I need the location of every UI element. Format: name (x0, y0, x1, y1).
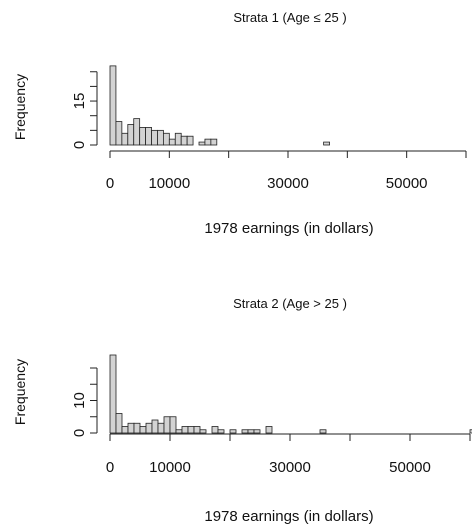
histogram-bar (121, 132, 129, 146)
histogram-bar (211, 426, 219, 434)
histogram-bar (115, 413, 123, 434)
histogram-bar (204, 138, 212, 146)
histogram-bar (168, 138, 176, 146)
x-tick-label: 0 (106, 175, 114, 192)
x-tick-label: 50000 (389, 459, 431, 476)
histogram-bar (109, 65, 117, 146)
x-tick-label: 10000 (149, 459, 191, 476)
histogram-bar (319, 429, 327, 434)
histogram-bar (253, 429, 261, 434)
panel-strata-1: Strata 1 (Age ≤ 25 ) Frequency 1978 earn… (12, 10, 467, 237)
y-tick-label: 15 (71, 93, 88, 110)
histogram-bar (127, 422, 135, 434)
histogram-bar (199, 429, 207, 434)
x-tick-label: 30000 (269, 459, 311, 476)
histogram-bar (193, 426, 201, 434)
histogram-bar (323, 141, 330, 146)
bars-group (109, 65, 330, 146)
panel-strata-2: Strata 2 (Age > 25 ) Frequency 1978 earn… (12, 296, 472, 525)
x-tick-label: 0 (106, 459, 114, 476)
histogram-bar (186, 135, 194, 146)
histogram-bar (163, 416, 171, 434)
y-tick-label: 10 (71, 392, 88, 409)
axes-group: 0 10000 30000 50000 0 15 (71, 71, 467, 192)
histogram-bar (133, 118, 141, 146)
histogram-bar (121, 426, 129, 434)
chart-title: Strata 2 (Age > 25 ) (233, 296, 347, 311)
histogram-bar (229, 429, 237, 434)
y-axis-label: Frequency (12, 74, 28, 140)
x-axis-label: 1978 earnings (in dollars) (204, 220, 373, 237)
y-tick-label: 0 (71, 429, 88, 437)
histogram-bar (109, 354, 117, 434)
histogram-bar (210, 138, 218, 146)
histogram-bar (151, 129, 158, 146)
histogram-bar (247, 429, 255, 434)
histogram-bar (145, 422, 153, 434)
histogram-bar (265, 426, 273, 434)
bars-group (109, 354, 472, 434)
histogram-bar (198, 141, 206, 146)
histogram-bar (127, 124, 135, 146)
histogram-bar (115, 121, 123, 146)
x-tick-label: 10000 (148, 175, 190, 192)
histogram-bar (174, 132, 182, 146)
histogram-bar (241, 429, 249, 434)
chart-title: Strata 1 (Age ≤ 25 ) (233, 10, 346, 25)
x-axis-label: 1978 earnings (in dollars) (204, 508, 373, 525)
y-axis-label: Frequency (12, 359, 28, 425)
histogram-bar (187, 426, 195, 434)
histogram-bar (175, 429, 183, 434)
histogram-bar (169, 416, 177, 434)
histogram-bar (217, 429, 225, 434)
histogram-bar (139, 426, 147, 434)
histogram-bar (469, 429, 472, 434)
histogram-bar (181, 426, 189, 434)
histogram-bar (180, 135, 188, 146)
y-tick-label: 0 (71, 141, 88, 149)
histogram-bar (133, 422, 141, 434)
histogram-bar (139, 127, 146, 146)
histogram-bar (157, 129, 164, 146)
x-tick-label: 30000 (267, 175, 309, 192)
histogram-bar (151, 419, 159, 434)
x-tick-label: 50000 (386, 175, 428, 192)
histogram-bar (145, 127, 152, 146)
histogram-bar (157, 422, 165, 434)
axes-group: 0 10000 30000 50000 0 10 (71, 367, 471, 476)
histogram-bar (162, 132, 170, 146)
